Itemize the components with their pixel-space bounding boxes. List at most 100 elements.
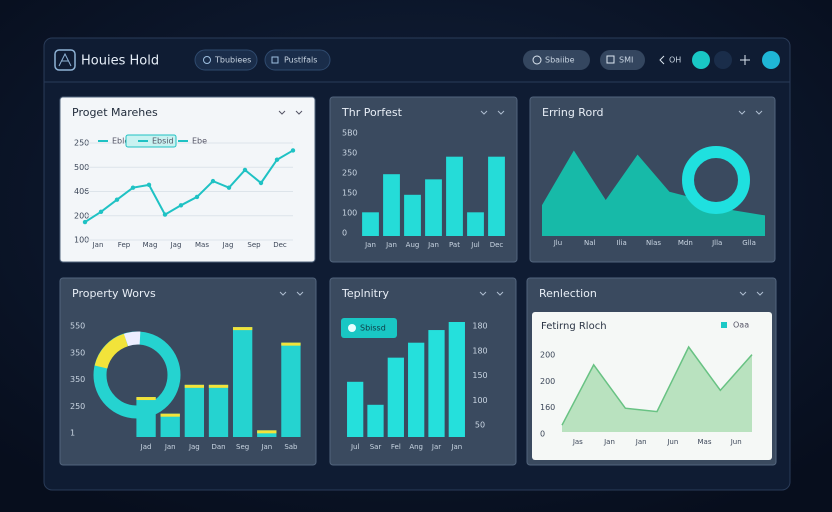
axis-label: 160 bbox=[540, 403, 555, 412]
axis-label: 150 bbox=[342, 189, 357, 198]
point bbox=[114, 197, 120, 202]
ring bbox=[682, 146, 750, 214]
x-label: Jun bbox=[730, 438, 742, 446]
x-label: Sep bbox=[247, 241, 261, 249]
bar bbox=[136, 397, 156, 437]
action-label: OH bbox=[669, 56, 681, 65]
x-label: Ilia bbox=[617, 239, 627, 247]
axis-label: 100 bbox=[342, 209, 357, 218]
tab-label: Tbubiees bbox=[214, 56, 251, 65]
x-label: Jul bbox=[350, 443, 360, 451]
action[interactable] bbox=[523, 50, 590, 70]
chevron bbox=[480, 110, 505, 115]
axis-label: 1 bbox=[70, 429, 75, 438]
icon-button[interactable] bbox=[714, 51, 732, 69]
x-label: Jan bbox=[427, 241, 439, 249]
icon-button[interactable] bbox=[762, 51, 780, 69]
bar bbox=[383, 174, 400, 236]
bar bbox=[404, 194, 421, 236]
x-label: Jlu bbox=[553, 239, 562, 247]
bar-cap bbox=[281, 342, 301, 346]
chevron bbox=[738, 110, 763, 115]
x-label: Jan bbox=[635, 438, 647, 446]
axis-label: 0 bbox=[540, 430, 545, 439]
bar bbox=[448, 322, 465, 437]
action[interactable] bbox=[600, 50, 645, 70]
x-label: Jan bbox=[260, 443, 272, 451]
axis-label: 350 bbox=[70, 375, 85, 384]
bar bbox=[467, 212, 484, 236]
tab[interactable] bbox=[194, 49, 258, 71]
back-icon[interactable] bbox=[659, 55, 665, 65]
axis-label: 550 bbox=[70, 322, 85, 331]
bar bbox=[362, 212, 379, 236]
bar bbox=[232, 327, 253, 437]
axis-label: 350 bbox=[342, 149, 357, 158]
point bbox=[82, 219, 88, 225]
x-label: Aug bbox=[406, 241, 420, 249]
x-label: Sar bbox=[370, 443, 382, 451]
bar-cap bbox=[136, 397, 156, 401]
action-icon bbox=[606, 55, 615, 64]
bar bbox=[428, 330, 445, 437]
x-label: Jag bbox=[170, 241, 182, 249]
line bbox=[84, 149, 294, 223]
bar-cap bbox=[257, 430, 277, 434]
legend-pill bbox=[125, 134, 177, 148]
legend-swatch bbox=[721, 322, 727, 328]
panel-title: Erring Rord bbox=[542, 106, 604, 119]
bar bbox=[347, 381, 364, 437]
axis-label: 200 bbox=[74, 211, 89, 220]
panel-title: Proget Marehes bbox=[72, 106, 158, 119]
area bbox=[562, 347, 752, 432]
x-label: Jan bbox=[364, 241, 376, 249]
area-line bbox=[561, 345, 753, 426]
axis-label: 50 bbox=[475, 421, 485, 430]
x-label: Sab bbox=[284, 443, 298, 451]
bar bbox=[446, 156, 463, 236]
action-label: SMI bbox=[619, 56, 633, 65]
axis-label: 0 bbox=[342, 229, 347, 238]
legend-label: Oaa bbox=[733, 321, 749, 330]
point bbox=[274, 157, 280, 162]
point bbox=[258, 180, 264, 186]
x-label: Jlla bbox=[711, 239, 722, 247]
x-label: Jan bbox=[385, 241, 397, 249]
point bbox=[210, 178, 216, 184]
bar bbox=[160, 413, 180, 437]
x-label: Nal bbox=[584, 239, 596, 247]
x-label: Seg bbox=[236, 443, 249, 451]
app-title: Houies Hold bbox=[81, 54, 159, 69]
x-label: Jul bbox=[470, 241, 480, 249]
axis-label: 500 bbox=[74, 163, 89, 172]
axis-label: 100 bbox=[74, 236, 89, 245]
axis-label: 250 bbox=[342, 169, 357, 178]
point bbox=[242, 167, 248, 173]
badge-icon bbox=[348, 324, 356, 332]
x-label: Mag bbox=[143, 241, 158, 249]
point bbox=[178, 203, 184, 208]
logo-mark bbox=[58, 52, 72, 67]
axis-label: 200 bbox=[540, 351, 555, 360]
panel-title: Renlection bbox=[539, 287, 597, 300]
logo bbox=[54, 49, 76, 71]
bar bbox=[425, 179, 442, 236]
icon bbox=[740, 55, 750, 65]
icon-button[interactable] bbox=[692, 51, 710, 69]
x-label: Pat bbox=[449, 241, 460, 249]
x-label: Mas bbox=[195, 241, 209, 249]
x-label: Jag bbox=[222, 241, 234, 249]
tab[interactable] bbox=[264, 49, 331, 71]
axis-label: 100 bbox=[472, 396, 487, 405]
action-icon bbox=[532, 55, 542, 65]
x-label: Nlas bbox=[646, 239, 661, 247]
x-label: Ang bbox=[409, 443, 423, 451]
area bbox=[542, 150, 765, 236]
x-label: Dec bbox=[273, 241, 287, 249]
x-label: Jas bbox=[572, 438, 583, 446]
panel-title: Teplnitry bbox=[341, 287, 390, 300]
tab-icon bbox=[203, 56, 211, 64]
x-label: Dec bbox=[490, 241, 504, 249]
x-label: Fel bbox=[391, 443, 401, 451]
